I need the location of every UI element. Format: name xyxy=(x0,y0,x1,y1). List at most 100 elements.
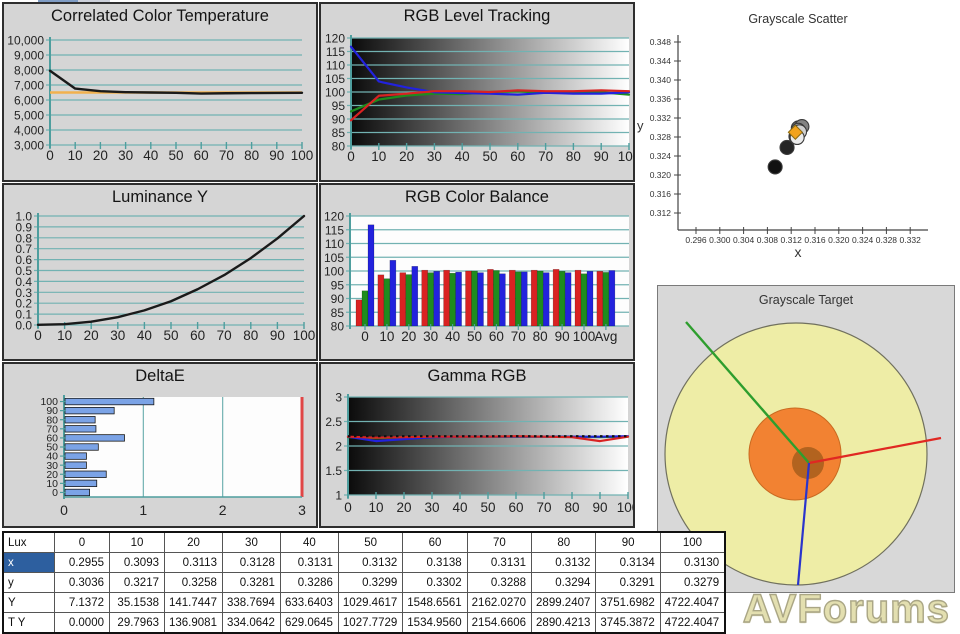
svg-text:10: 10 xyxy=(46,478,58,490)
avforums-watermark: AVForums xyxy=(742,586,950,631)
svg-text:40: 40 xyxy=(143,148,158,163)
svg-text:95: 95 xyxy=(331,278,345,292)
svg-text:40: 40 xyxy=(455,149,470,164)
table-row-label[interactable]: y xyxy=(2,572,55,593)
table-cell: 0.3279 xyxy=(659,572,726,593)
bar-green xyxy=(427,272,434,327)
chart-title: Luminance Y xyxy=(111,188,208,206)
table-cell: 0.3036 xyxy=(54,572,110,593)
table-row-label[interactable]: x xyxy=(2,552,55,573)
svg-text:0.7: 0.7 xyxy=(15,242,32,256)
series-cct xyxy=(48,69,304,95)
svg-text:1: 1 xyxy=(335,489,342,503)
table-cell: 0.3130 xyxy=(659,552,726,573)
svg-text:1.0: 1.0 xyxy=(15,210,32,224)
svg-text:0.324: 0.324 xyxy=(852,235,874,245)
table-cell: 2162.0270 xyxy=(466,592,533,613)
table-col-header: 20 xyxy=(164,531,223,553)
bar-blue xyxy=(608,270,616,327)
table-col-header: 70 xyxy=(466,531,533,553)
svg-text:100: 100 xyxy=(618,149,633,164)
table-cell: 0.3093 xyxy=(109,552,165,573)
svg-text:0.0: 0.0 xyxy=(15,319,32,333)
svg-text:0.1: 0.1 xyxy=(15,308,32,322)
bar-blue xyxy=(586,271,594,327)
svg-text:110: 110 xyxy=(325,237,344,251)
bar-blue xyxy=(499,273,506,327)
table-cell: 29.7963 xyxy=(109,612,165,634)
table-cell: 136.9081 xyxy=(164,612,223,634)
bar-red xyxy=(530,269,538,327)
svg-text:105: 105 xyxy=(325,72,345,86)
table-cell: 4722.4047 xyxy=(659,612,726,634)
bar-blue xyxy=(564,272,572,327)
chart-title: DeltaE xyxy=(135,367,185,385)
svg-text:30: 30 xyxy=(427,149,442,164)
svg-text:1: 1 xyxy=(139,502,147,518)
bar-red xyxy=(377,274,385,327)
svg-text:10: 10 xyxy=(57,328,72,343)
svg-text:0.9: 0.9 xyxy=(15,220,32,234)
svg-text:90: 90 xyxy=(592,500,607,515)
svg-text:0.304: 0.304 xyxy=(733,235,755,245)
table-row-label[interactable]: Y xyxy=(2,592,55,613)
svg-text:90: 90 xyxy=(332,113,346,127)
table-cell: 338.7694 xyxy=(221,592,281,613)
svg-text:0.344: 0.344 xyxy=(650,56,672,66)
svg-text:95: 95 xyxy=(332,99,346,113)
svg-text:115: 115 xyxy=(326,45,345,59)
svg-text:0.8: 0.8 xyxy=(15,231,32,245)
chart-title: RGB Level Tracking xyxy=(403,7,551,25)
svg-text:0.336: 0.336 xyxy=(650,94,672,104)
table-cell: 2890.4213 xyxy=(531,612,597,634)
svg-text:20: 20 xyxy=(401,329,416,344)
svg-text:20: 20 xyxy=(93,148,108,163)
table-cell: 0.3288 xyxy=(466,572,533,593)
target-point xyxy=(787,124,804,140)
panel-deltae: 0 1 2 3 100 90 80 70 60 50 40 30 20 10 0 DeltaE xyxy=(2,362,318,528)
table-cell: 0.3131 xyxy=(279,552,339,573)
chart-title: Grayscale Scatter xyxy=(748,12,848,26)
svg-text:60: 60 xyxy=(510,149,525,164)
bar-red xyxy=(421,269,428,327)
svg-text:0.328: 0.328 xyxy=(650,132,672,142)
deltae-bar xyxy=(64,443,99,451)
table-col-header: 40 xyxy=(279,531,339,553)
table-cell: 0.3302 xyxy=(402,572,468,593)
deltae-bar xyxy=(64,470,107,478)
svg-text:0.316: 0.316 xyxy=(650,189,672,199)
table-col-header: 80 xyxy=(531,531,597,553)
svg-text:80: 80 xyxy=(243,328,258,343)
svg-text:100: 100 xyxy=(573,329,596,344)
svg-text:100: 100 xyxy=(324,265,344,279)
table-col-header: 30 xyxy=(221,531,281,553)
svg-text:60: 60 xyxy=(190,328,205,343)
svg-text:0.320: 0.320 xyxy=(828,235,850,245)
svg-text:40: 40 xyxy=(137,328,152,343)
svg-text:0: 0 xyxy=(347,149,355,164)
bar-red xyxy=(596,271,604,327)
table-cell: 3745.3872 xyxy=(595,612,661,634)
chart-title: Correlated Color Temperature xyxy=(51,7,269,25)
bar-blue xyxy=(542,272,550,327)
table-row: x 0.2955 0.3093 0.3113 0.3128 0.3131 0.3132 0.3… xyxy=(2,552,726,573)
svg-text:70: 70 xyxy=(46,423,58,435)
svg-text:115: 115 xyxy=(325,223,344,237)
svg-text:80: 80 xyxy=(244,148,259,163)
table-cell: 1548.6561 xyxy=(402,592,468,613)
svg-text:9,000: 9,000 xyxy=(14,49,44,63)
svg-text:30: 30 xyxy=(46,460,58,472)
svg-text:0.332: 0.332 xyxy=(650,113,672,123)
svg-text:0.324: 0.324 xyxy=(650,151,672,161)
svg-text:85: 85 xyxy=(331,306,345,320)
svg-text:60: 60 xyxy=(46,433,58,445)
svg-text:0.300: 0.300 xyxy=(709,235,731,245)
table-cell: 1029.4617 xyxy=(337,592,404,613)
svg-text:0.4: 0.4 xyxy=(15,275,32,289)
svg-text:0.312: 0.312 xyxy=(650,208,672,218)
svg-text:0.6: 0.6 xyxy=(15,253,32,267)
table-row-label[interactable]: T Y xyxy=(2,612,55,634)
bar-red xyxy=(443,269,450,327)
